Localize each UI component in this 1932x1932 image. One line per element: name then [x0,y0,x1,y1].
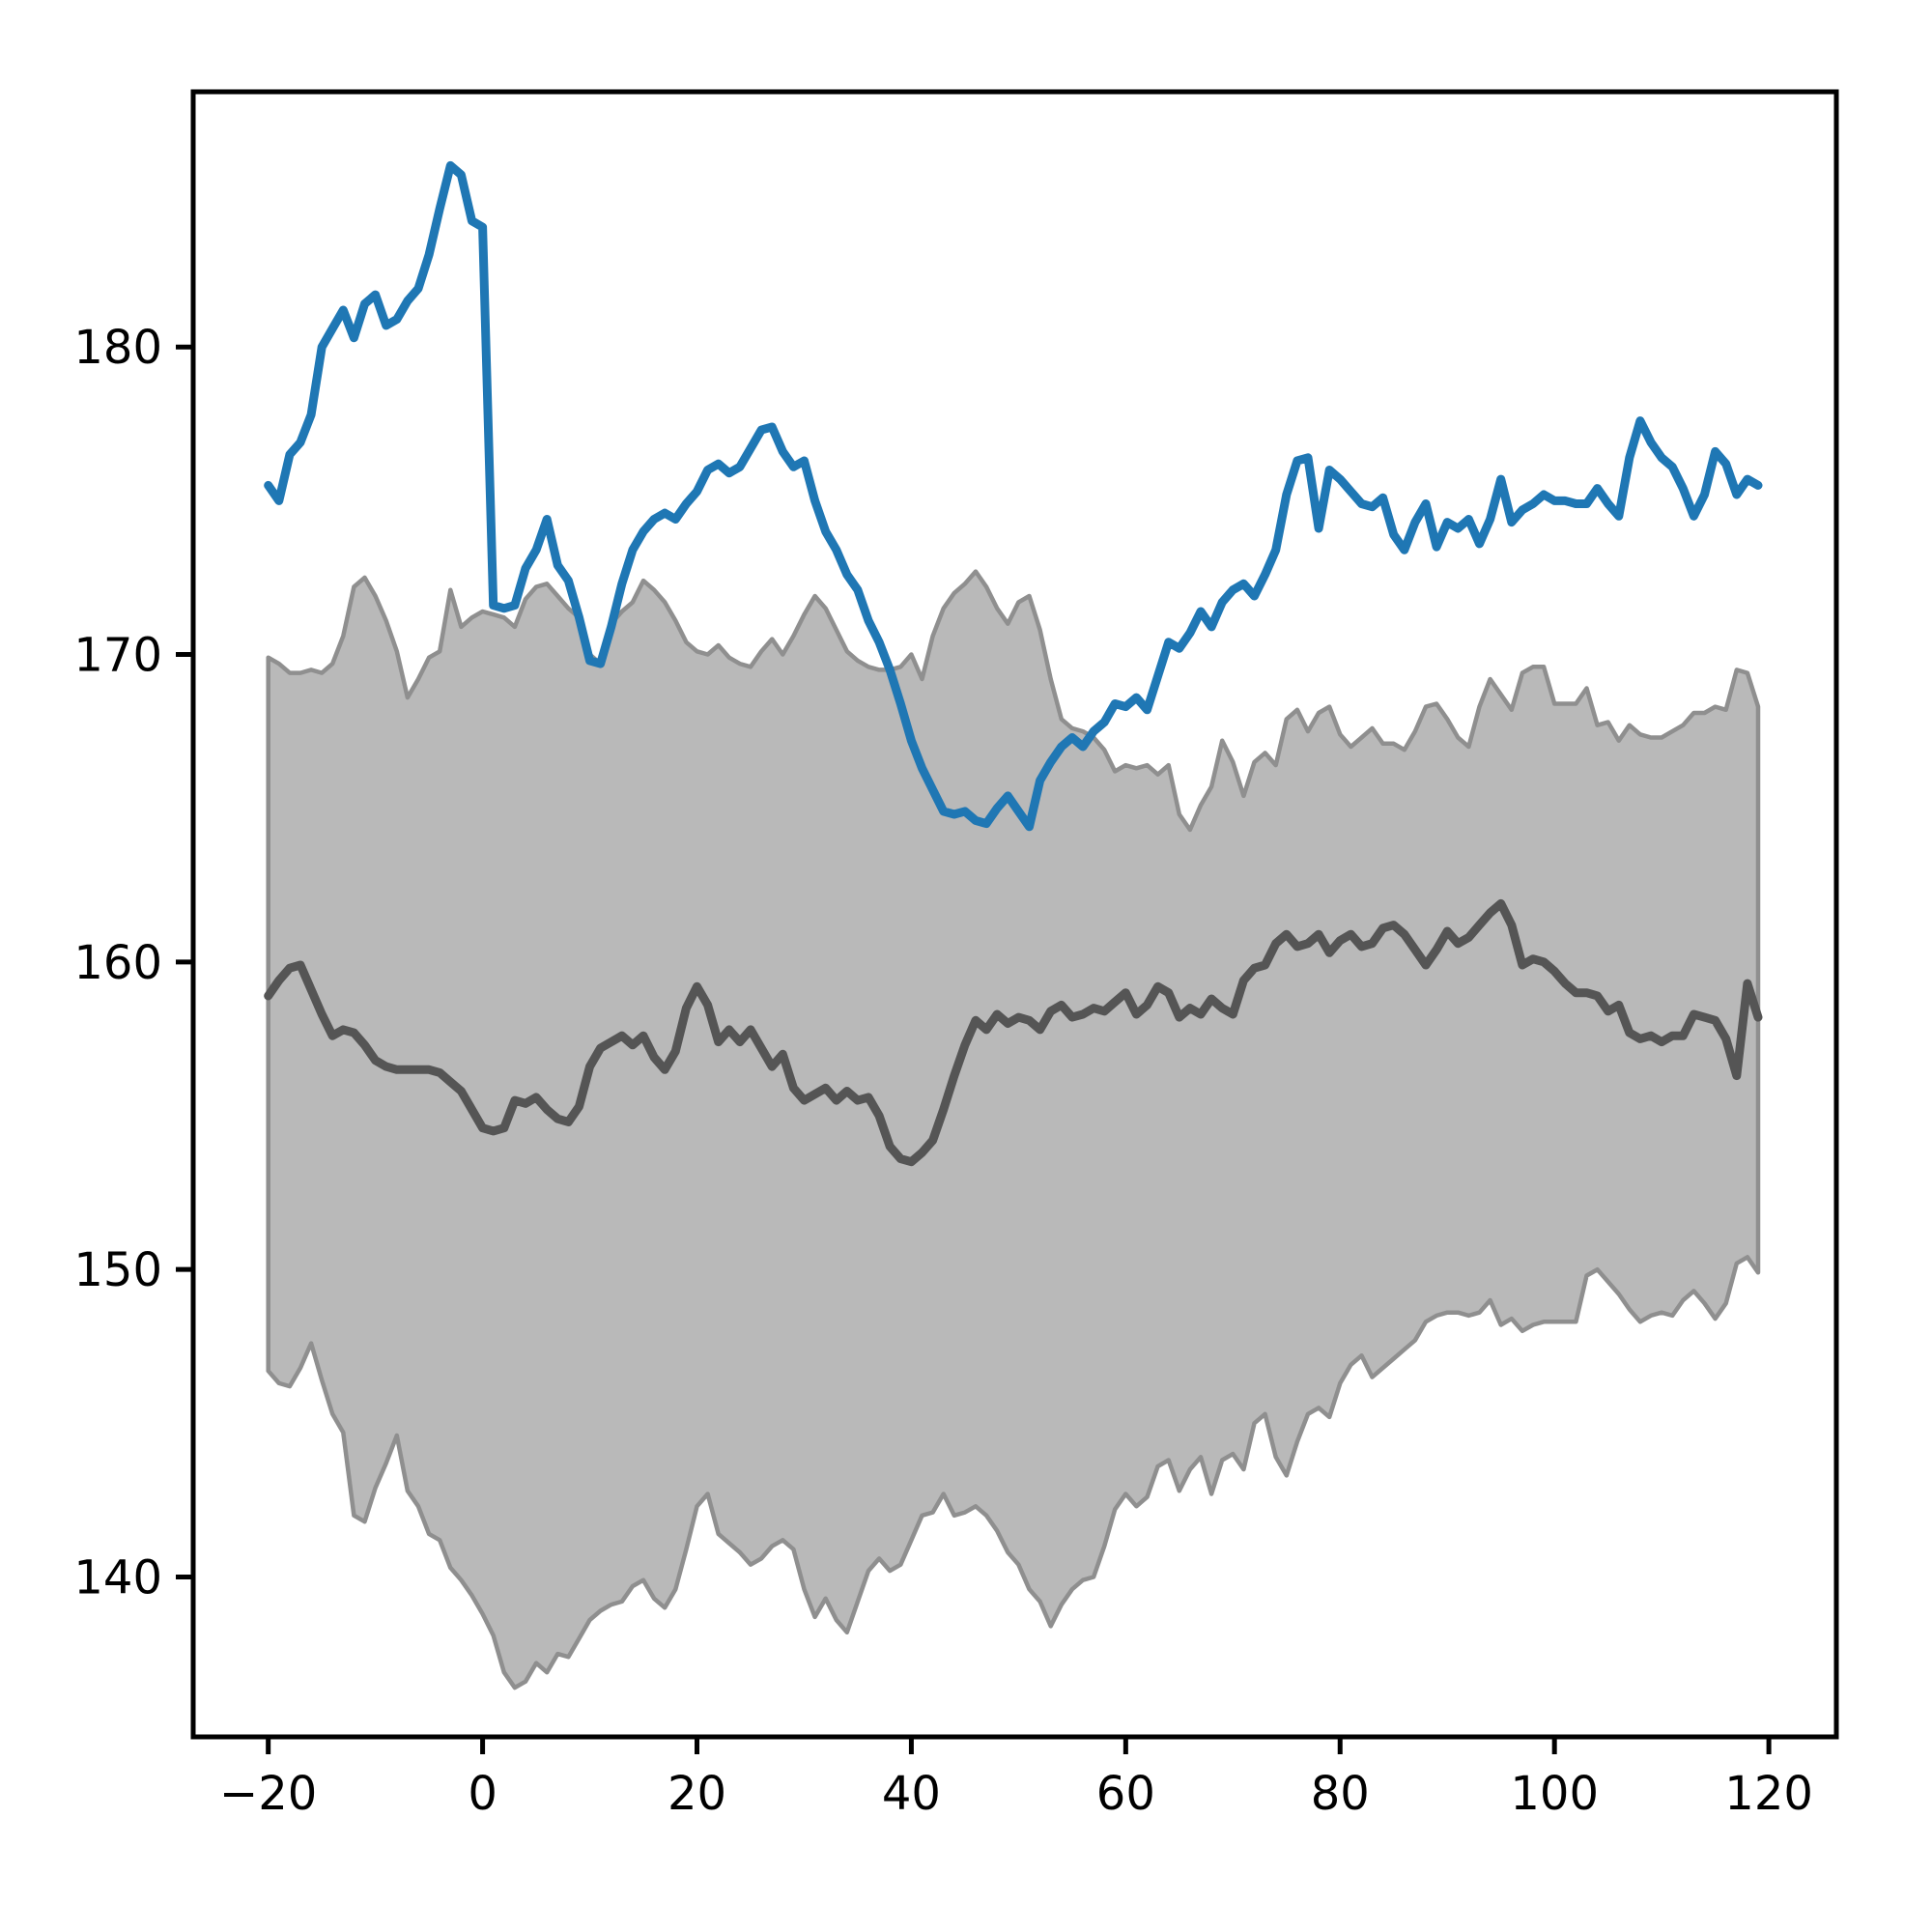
y-tick-label: 170 [73,629,162,683]
x-tick-label: 120 [1724,1767,1813,1821]
simulation-mean-line [264,898,1763,1167]
x-tick-label: −20 [219,1767,317,1821]
y-tick-label: 180 [73,321,162,375]
x-tick-label: 0 [468,1767,497,1821]
price-history-line [264,160,1763,832]
x-tick-label: 60 [1096,1767,1155,1821]
x-tick-label: 40 [882,1767,941,1821]
simulation-band [266,569,1761,1690]
x-tick-label: 100 [1510,1767,1599,1821]
y-tick-label: 140 [73,1550,162,1605]
y-tick-label: 150 [73,1243,162,1297]
y-tick-label: 160 [73,936,162,990]
x-tick-label: 20 [668,1767,726,1821]
x-tick-label: 80 [1311,1767,1370,1821]
axes-spines [190,89,1839,1740]
